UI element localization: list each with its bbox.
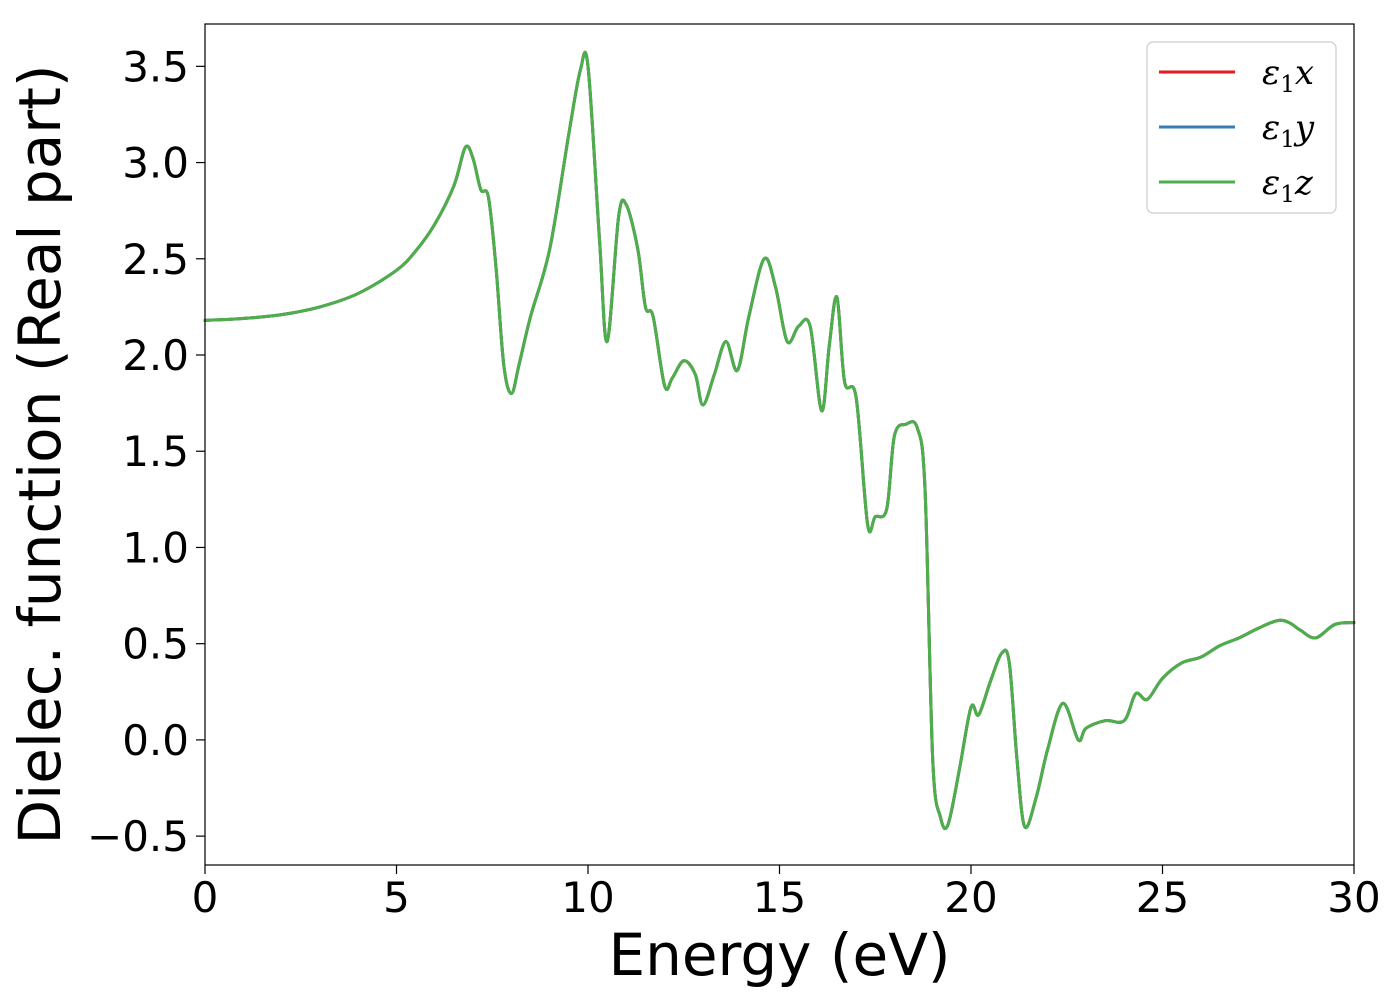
y-tick-label: 1.0 xyxy=(122,523,189,572)
legend-label-suffix: x xyxy=(1295,53,1314,93)
y-tick-label: 2.5 xyxy=(122,235,189,284)
x-tick-label: 30 xyxy=(1327,873,1380,922)
y-axis-title: Dielec. function (Real part) xyxy=(6,64,74,844)
legend-label-suffix: z xyxy=(1294,163,1314,203)
x-tick-label: 15 xyxy=(753,873,806,922)
x-tick-label: 20 xyxy=(944,873,997,922)
x-tick-label: 5 xyxy=(383,873,410,922)
legend-label: ε1z xyxy=(1262,163,1314,208)
x-tick-label: 0 xyxy=(192,873,219,922)
y-tick-label: −0.5 xyxy=(87,812,189,861)
y-tick-label: 1.5 xyxy=(122,427,189,476)
legend-label-sub: 1 xyxy=(1280,127,1295,153)
y-tick-label: 0.0 xyxy=(122,716,189,765)
legend-label-base: ε xyxy=(1262,108,1280,148)
legend-label: ε1y xyxy=(1262,108,1315,153)
legend-label: ε1x xyxy=(1262,53,1314,98)
y-tick-label: 2.0 xyxy=(122,331,189,380)
x-ticks: 0 5 10 15 20 25 30 xyxy=(192,865,1381,922)
x-tick-label: 25 xyxy=(1136,873,1189,922)
x-tick-label: 10 xyxy=(561,873,614,922)
legend-box xyxy=(1146,41,1337,214)
legend-label-base: ε xyxy=(1262,53,1280,93)
y-tick-label: 3.5 xyxy=(122,42,189,91)
plot-lines xyxy=(203,50,1356,831)
y-tick-label: 3.0 xyxy=(122,139,189,188)
legend-label-sub: 1 xyxy=(1280,182,1295,208)
y-ticks: −0.5 0.0 0.5 1.0 1.5 2.0 2.5 3.0 3.5 xyxy=(87,42,205,861)
y-tick-label: 0.5 xyxy=(122,620,189,669)
legend-label-base: ε xyxy=(1262,163,1280,203)
legend-label-sub: 1 xyxy=(1280,72,1295,98)
legend-label-suffix: y xyxy=(1293,108,1315,148)
x-axis-title: Energy (eV) xyxy=(608,921,950,989)
series-line-3 xyxy=(203,50,1356,831)
